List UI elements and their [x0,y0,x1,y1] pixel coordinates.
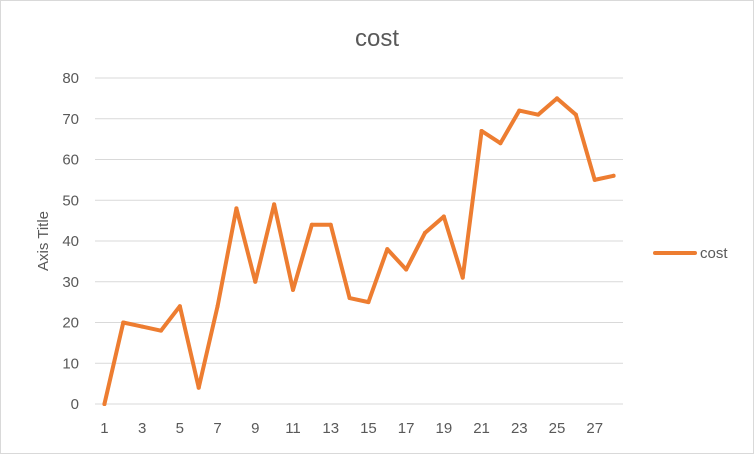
data-point [121,320,126,325]
x-tick-label: 11 [285,420,301,437]
x-tick-label: 5 [176,420,184,437]
data-point [291,287,295,292]
data-point [140,324,145,329]
data-point [479,128,484,133]
gridlines [95,77,623,405]
y-tick-label: 30 [62,274,79,291]
x-tick-label: 15 [360,420,377,437]
data-point [555,96,559,101]
x-tick-label: 13 [322,420,339,437]
y-tick-label: 70 [62,111,79,128]
y-tick-label: 0 [71,396,79,413]
x-tick-label: 27 [586,420,603,437]
data-point [215,304,220,309]
data-point [592,177,597,182]
data-point [234,206,239,211]
data-point [536,112,541,117]
data-point [441,214,446,219]
y-tick-label: 10 [62,355,79,372]
y-tick-label: 80 [62,70,79,87]
x-tick-label: 23 [511,420,528,437]
data-point [517,108,522,113]
data-point [347,296,352,301]
chart-title: cost [355,25,399,52]
data-point [196,385,201,390]
data-point [177,304,182,309]
x-axis-tick-labels: 1 3 5 7 9 11 13 15 17 19 21 23 25 27 [100,420,603,437]
y-axis-title: Axis Title [35,211,52,271]
data-point [404,267,409,272]
data-point [328,222,333,227]
legend-label-cost: cost [700,245,728,262]
data-point [253,279,258,284]
y-tick-label: 20 [62,315,79,332]
x-tick-label: 25 [549,420,566,437]
series-line-cost [102,96,616,406]
data-point [423,230,427,235]
y-tick-label: 40 [62,233,79,250]
y-axis-tick-labels: 0 10 20 30 40 50 60 70 80 [62,70,79,413]
legend: cost [653,245,728,262]
y-tick-label: 60 [62,152,79,169]
series-layer [102,96,616,406]
data-point [309,222,314,227]
x-tick-label: 7 [213,420,221,437]
data-point [385,247,390,252]
x-tick-label: 19 [436,420,453,437]
data-point [366,300,371,305]
data-point [102,402,107,406]
data-point [611,173,616,178]
data-point [573,112,578,117]
x-tick-label: 17 [398,420,415,437]
x-tick-label: 21 [473,420,490,437]
data-point [272,202,277,207]
data-point [159,328,163,333]
x-tick-label: 1 [100,420,108,437]
x-tick-label: 3 [138,420,146,437]
data-point [498,141,503,146]
x-tick-label: 9 [251,420,259,437]
data-point [460,275,465,280]
y-tick-label: 50 [62,192,79,209]
